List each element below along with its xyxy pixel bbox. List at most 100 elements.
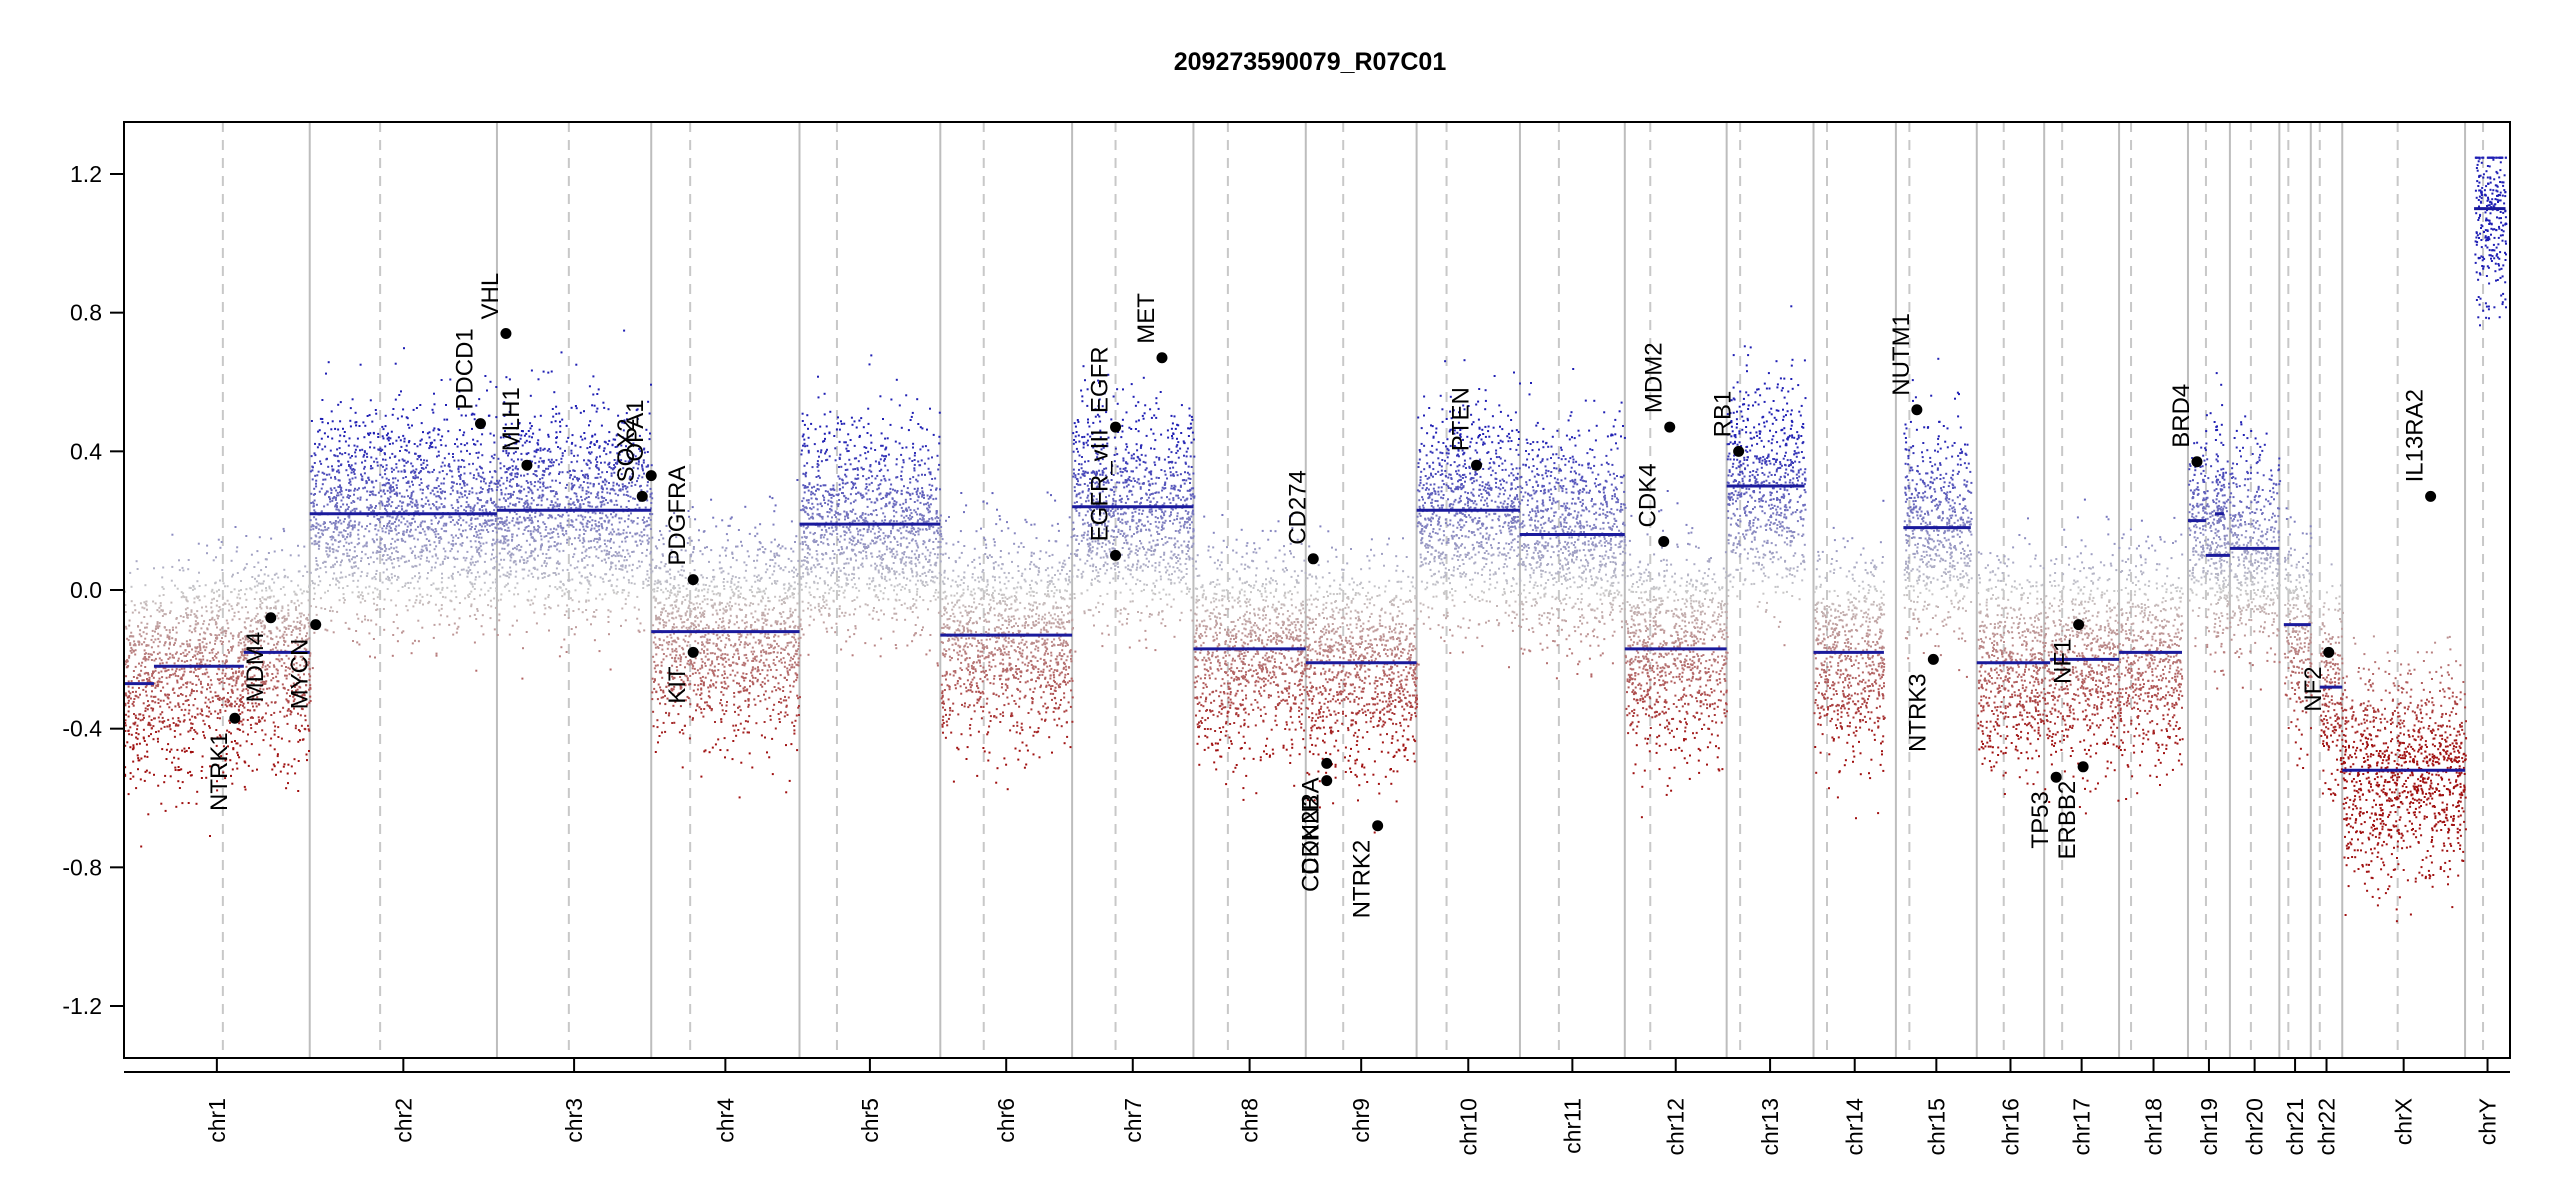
probe-point xyxy=(469,505,472,508)
probe-point xyxy=(257,582,260,585)
probe-point xyxy=(495,531,498,534)
probe-point xyxy=(549,460,552,463)
probe-point xyxy=(369,399,372,402)
probe-point xyxy=(383,598,386,601)
probe-point xyxy=(330,538,333,541)
probe-point xyxy=(194,630,197,633)
probe-point xyxy=(164,670,167,673)
probe-point xyxy=(199,649,202,652)
probe-point xyxy=(508,378,511,381)
probe-point xyxy=(394,527,397,530)
probe-point xyxy=(399,439,402,442)
probe-point xyxy=(634,483,637,486)
probe-point xyxy=(161,748,164,751)
probe-point xyxy=(474,443,477,446)
probe-point xyxy=(368,494,371,497)
probe-point xyxy=(430,442,432,445)
probe-point xyxy=(371,538,374,541)
probe-point xyxy=(589,584,592,587)
probe-point xyxy=(509,573,512,576)
probe-point xyxy=(396,627,399,630)
probe-point xyxy=(591,434,594,437)
probe-point xyxy=(633,606,636,609)
probe-point xyxy=(458,429,461,432)
probe-point xyxy=(381,484,384,487)
probe-point xyxy=(332,536,335,539)
probe-point xyxy=(241,711,244,714)
probe-point xyxy=(294,592,297,595)
probe-point xyxy=(278,654,281,657)
probe-point xyxy=(129,726,132,729)
probe-point xyxy=(539,481,542,484)
probe-point xyxy=(637,560,640,563)
probe-point xyxy=(420,478,422,481)
probe-point xyxy=(503,535,505,538)
probe-point xyxy=(492,502,494,505)
probe-point xyxy=(587,511,590,514)
probe-point xyxy=(391,442,394,445)
probe-point xyxy=(401,631,403,634)
probe-point xyxy=(337,516,340,519)
probe-point xyxy=(230,732,232,735)
probe-point xyxy=(532,602,535,605)
probe-point xyxy=(551,507,554,510)
probe-point xyxy=(165,748,168,751)
probe-point xyxy=(321,532,324,535)
probe-point xyxy=(612,484,615,487)
probe-point xyxy=(586,618,589,621)
probe-point xyxy=(435,500,438,503)
probe-point xyxy=(623,419,626,422)
probe-point xyxy=(368,563,370,566)
probe-point xyxy=(607,615,610,618)
probe-point xyxy=(571,434,574,437)
probe-point xyxy=(434,516,437,519)
probe-point xyxy=(130,651,133,654)
probe-point xyxy=(648,412,651,415)
probe-point xyxy=(167,743,170,746)
probe-point xyxy=(200,708,203,711)
probe-point xyxy=(388,557,391,560)
probe-point xyxy=(194,620,197,623)
probe-point xyxy=(480,549,483,552)
probe-point xyxy=(157,702,160,704)
probe-point xyxy=(175,805,178,808)
probe-point xyxy=(246,648,249,651)
probe-point xyxy=(601,598,604,601)
probe-point xyxy=(418,472,421,475)
probe-point xyxy=(492,548,495,551)
probe-point xyxy=(328,547,331,550)
probe-point xyxy=(590,451,593,454)
probe-point xyxy=(415,501,418,504)
probe-point xyxy=(425,485,428,488)
probe-point xyxy=(492,538,495,541)
probe-point xyxy=(133,643,136,646)
probe-point xyxy=(610,467,613,470)
probe-point xyxy=(596,461,599,463)
probe-point xyxy=(470,590,473,593)
probe-point xyxy=(222,669,225,672)
probe-point xyxy=(394,604,397,607)
probe-point xyxy=(187,704,190,707)
probe-point xyxy=(386,497,389,500)
probe-point xyxy=(518,501,521,504)
probe-point xyxy=(397,538,400,541)
probe-point xyxy=(266,596,269,599)
probe-point xyxy=(341,559,343,562)
probe-point xyxy=(630,519,633,522)
probe-point xyxy=(470,545,473,548)
probe-point xyxy=(649,568,652,571)
probe-point xyxy=(346,527,349,529)
probe-point xyxy=(157,784,160,787)
probe-point xyxy=(623,422,626,425)
probe-point xyxy=(552,504,555,507)
probe-point xyxy=(433,493,436,496)
probe-point xyxy=(608,431,611,434)
probe-point xyxy=(266,674,269,677)
probe-point xyxy=(310,420,313,422)
probe-point xyxy=(140,669,143,672)
probe-point xyxy=(559,524,562,527)
probe-point xyxy=(286,576,289,579)
probe-point xyxy=(413,537,416,540)
probe-point xyxy=(208,706,210,709)
probe-point xyxy=(452,543,455,546)
